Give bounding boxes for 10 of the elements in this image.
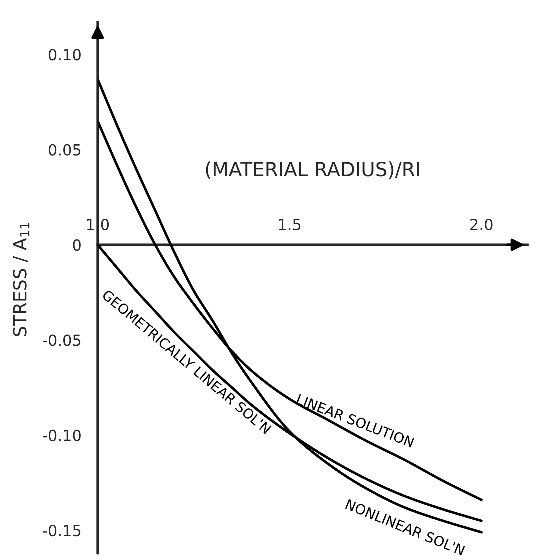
x-axis-title: (MATERIAL RADIUS)/RI	[206, 162, 420, 179]
y-tick-label: -0.05	[43, 334, 81, 346]
y-axis-title: STRESS / A$_{11}$	[13, 223, 30, 336]
x-tick-label: 2.0	[470, 218, 493, 230]
y-tick-label: 0.05	[48, 144, 81, 156]
x-tick-label: 1.5	[279, 219, 301, 230]
y-tick-label: -0.15	[43, 525, 81, 537]
y-tick-label: -0.10	[43, 430, 81, 442]
y-tick-label: 0	[73, 240, 81, 252]
y-tick-label: 0.10	[48, 49, 81, 61]
